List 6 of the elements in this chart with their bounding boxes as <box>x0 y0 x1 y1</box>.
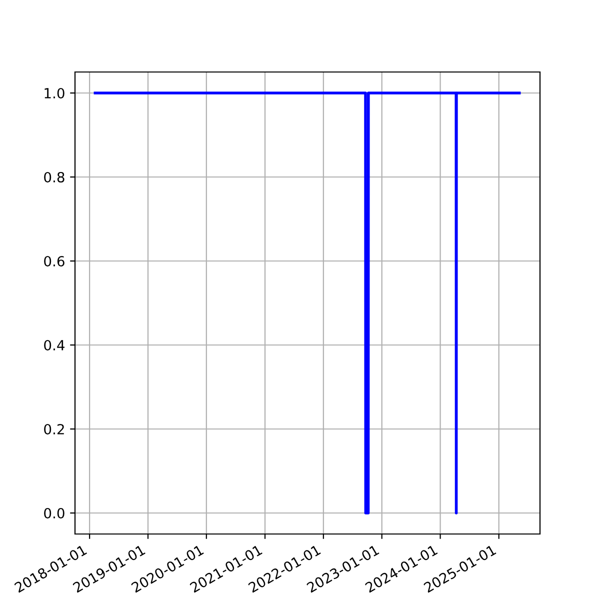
y-tick-label: 1.0 <box>44 88 64 98</box>
y-tick-label: 0.8 <box>44 172 64 182</box>
y-tick-label: 0.0 <box>44 508 64 518</box>
y-tick-label: 0.4 <box>44 340 64 350</box>
y-tick-label: 0.6 <box>44 256 64 266</box>
y-tick-label: 0.2 <box>44 424 64 434</box>
